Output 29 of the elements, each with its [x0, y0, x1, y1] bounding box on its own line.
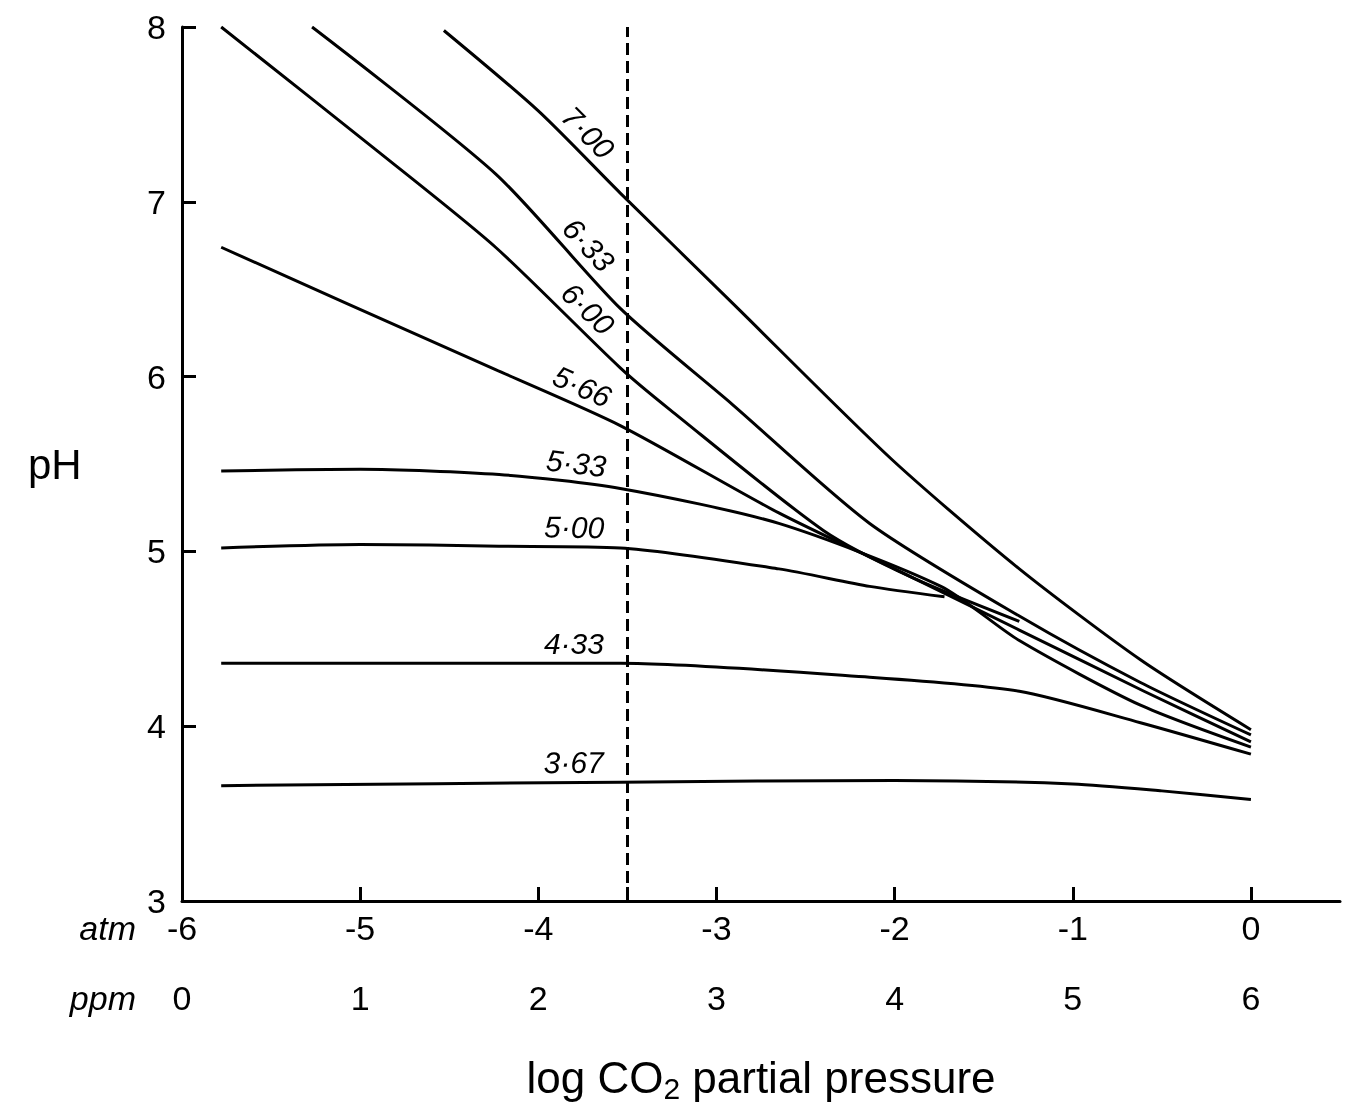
text: 7·00 — [555, 99, 622, 166]
text: ppm — [68, 979, 136, 1017]
x2-tick-label: 6 — [1241, 979, 1261, 1017]
x2-tick-label: 5 — [1063, 979, 1083, 1017]
x-tick-label: -1 — [1057, 909, 1088, 947]
y-tick-label: 3 — [147, 882, 166, 920]
x2-tick-label: 3 — [707, 979, 726, 1017]
y-tick-label: 8 — [147, 8, 166, 46]
x-tick-label: -6 — [166, 909, 198, 947]
x-tick-label: 0 — [1241, 909, 1261, 947]
series-label: 5·00 — [543, 510, 605, 545]
y-tick-label: 6 — [147, 357, 166, 396]
text: 5·33 — [544, 443, 609, 484]
series-label: 3·67 — [543, 745, 606, 780]
x2-tick-label: 0 — [172, 979, 192, 1017]
x2-tick-label: 1 — [350, 979, 370, 1017]
x2-tick-label: 2 — [528, 979, 548, 1017]
text: 5·66 — [548, 359, 617, 414]
x-tick-label: -5 — [345, 909, 376, 947]
x-tick-label: -4 — [523, 909, 554, 947]
y-tick-label: 7 — [147, 182, 166, 221]
x-tick-label: -3 — [701, 909, 732, 947]
y-axis-title: pH — [28, 440, 82, 488]
series-label: 4·33 — [543, 626, 605, 660]
y-tick-label: 5 — [147, 532, 166, 571]
text: atm — [79, 909, 136, 947]
y-tick-label: 4 — [147, 707, 166, 746]
x-tick-label: -2 — [879, 909, 910, 947]
x2-tick-label: 4 — [885, 979, 905, 1017]
